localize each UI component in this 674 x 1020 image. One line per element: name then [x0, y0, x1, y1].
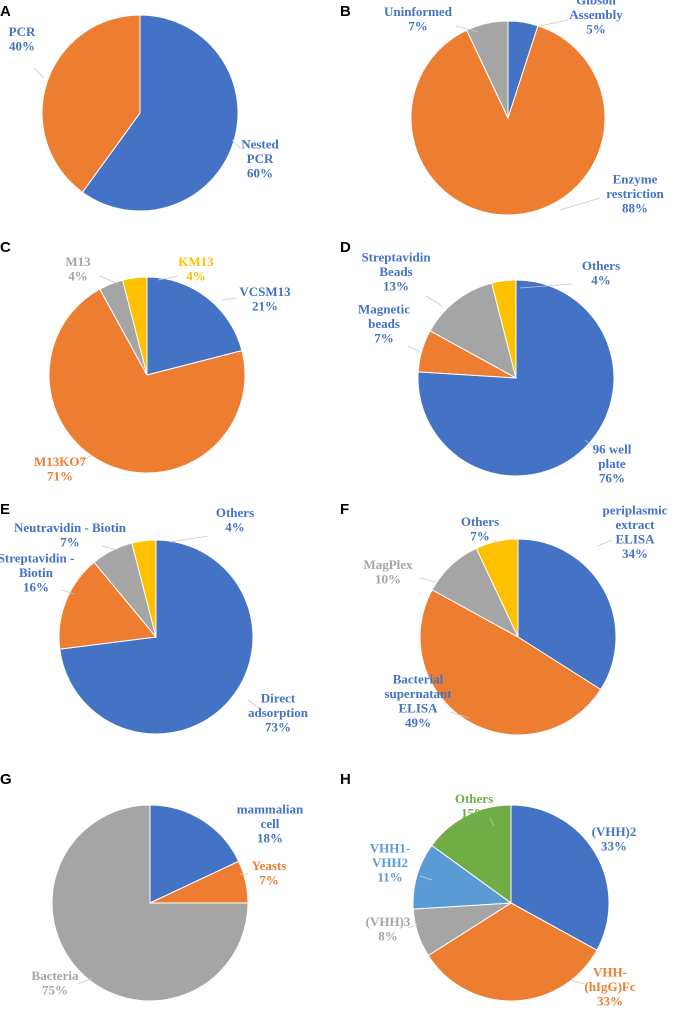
- leader-line: [519, 283, 573, 289]
- pie-slice-d-others: [491, 279, 517, 379]
- leader-line: [597, 539, 613, 547]
- slice-label-b-gibson: GibsonAssembly5%: [569, 0, 623, 36]
- slice-label-f-periplasmic: periplasmic extract ELISA 34%: [603, 502, 668, 561]
- pie-panel-c: C VCSM13 21% M13KO7 71% M13 4% KM13 4%: [0, 239, 291, 483]
- leader-line: [493, 539, 501, 547]
- leader-line: [584, 439, 601, 453]
- slice-label-c-vcsm13: VCSM13 21%: [239, 284, 291, 314]
- leader-line: [79, 454, 93, 463]
- slice-label-d-magnetic: Magnetic beads 7%: [358, 301, 410, 345]
- panel-letter-c: C: [0, 239, 11, 256]
- panel-letter-g: G: [0, 771, 12, 788]
- slice-label-a-pcr: PCR 40%: [9, 24, 36, 54]
- pie-slice-e-others: [131, 539, 157, 638]
- panel-letter-f: F: [340, 501, 349, 518]
- pie-slice-h-vhh1: [412, 844, 513, 910]
- slice-label-f-magplex: MagPlex 10%: [363, 557, 413, 587]
- pie-slice-a-pcr: [41, 14, 141, 193]
- panel-letter-e: E: [0, 501, 10, 518]
- leader-line: [407, 923, 419, 929]
- slice-label-a-nested: Nested PCR 60%: [241, 136, 279, 180]
- leader-line: [157, 275, 179, 281]
- pie-slice-c-km13: [122, 276, 148, 376]
- leader-line: [419, 875, 433, 881]
- pie-slice-d-streptavidin: [429, 282, 517, 379]
- pie-slice-b-enzyme: [410, 25, 606, 216]
- leader-line: [539, 19, 569, 27]
- panel-letter-d: D: [340, 239, 351, 256]
- pie-slice-h-others: [431, 804, 512, 904]
- pie-slice-c-m13ko7: [48, 288, 246, 474]
- slice-label-g-bacteria: Bacteria 75%: [32, 968, 79, 998]
- leader-line: [569, 979, 586, 985]
- slice-label-c-m13: M13 4%: [65, 254, 91, 284]
- pie-panel-d: D 96 well plate 76% Magnetic beads 7% Streptavi…: [340, 239, 632, 486]
- slice-label-d-96-well: 96 well plate 76%: [593, 441, 632, 485]
- leader-line: [419, 577, 437, 583]
- slice-label-h-vhh: VHH-(hIgG)Fc 33%: [584, 964, 636, 1008]
- panel-letter-a: A: [0, 3, 11, 20]
- pie-slice-a-nested: [81, 14, 239, 212]
- leader-line: [559, 197, 601, 211]
- leader-line: [407, 345, 421, 353]
- pie-panel-h: H (VHH)2 33% VHH-(hIgG)Fc 33% (VHH)3 8% VHH1-VH…: [340, 771, 636, 1009]
- slice-label-e-streptavidin: Streptavidin -Biotin 16%: [0, 550, 74, 594]
- pie-slice-f-bacterial: [419, 589, 602, 736]
- leader-line: [99, 275, 119, 285]
- leader-line: [33, 67, 45, 79]
- slice-label-e-others: Others 4%: [216, 505, 254, 535]
- slice-label-h-vhh-3: (VHH)3 8%: [366, 914, 411, 944]
- slice-label-h-vhh-2: (VHH)2 33%: [592, 824, 637, 854]
- pie-slice-d-96-well: [417, 279, 615, 477]
- leader-line: [247, 699, 263, 711]
- slice-label-d-streptavidin: Streptavidin Beads 13%: [361, 249, 431, 293]
- slice-label-b-uninformed: Uninformed 7%: [384, 4, 453, 34]
- slice-label-d-others: Others 4%: [582, 258, 620, 288]
- slice-label-g-yeasts: Yeasts 7%: [252, 858, 287, 888]
- pie-panel-a: A Nested PCR 60% PCR 40%: [0, 3, 280, 212]
- pie-slice-g-mammalian: [149, 804, 240, 904]
- leader-line: [61, 589, 75, 595]
- leader-line: [449, 711, 471, 719]
- slice-label-h-vhh1: VHH1-VHH2 11%: [370, 840, 410, 884]
- pie-panel-e: E Direct adsorption 73% Streptavidin -Biotin…: [0, 501, 309, 735]
- pie-slice-h-vhh-2: [510, 804, 610, 951]
- leader-line: [77, 977, 93, 985]
- leader-line: [231, 139, 241, 149]
- pie-slice-c-vcsm13: [146, 276, 243, 376]
- slice-label-f-bacterial: Bacterial supernatant ELISA 49%: [384, 671, 452, 730]
- leader-line: [425, 295, 443, 307]
- pie-slice-b-uninformed: [466, 20, 509, 119]
- slice-label-b-enzyme: Enzyme restriction 88%: [606, 171, 664, 215]
- slice-label-c-m13ko7: M13KO7 71%: [34, 454, 86, 484]
- panel-letter-h: H: [340, 771, 351, 788]
- pie-slice-f-others: [475, 538, 519, 638]
- pie-slice-h-vhh: [427, 902, 598, 1002]
- pie-slice-f-periplasmic: [517, 538, 617, 691]
- leader-line: [101, 545, 119, 551]
- slice-label-g-mammalian: mammalian cell 18%: [237, 801, 304, 845]
- pie-slice-g-bacteria: [51, 804, 249, 1002]
- slice-label-h-others: Others 15%: [455, 791, 493, 821]
- slice-label-e-neutravidin-biotin: Neutravidin - Biotin 7%: [14, 520, 127, 550]
- leader-line: [169, 535, 209, 543]
- slice-label-f-others: Others 7%: [461, 514, 499, 544]
- leader-line: [489, 817, 495, 827]
- slice-label-e-direct: Direct adsorption 73%: [248, 690, 309, 734]
- leader-line: [455, 25, 479, 33]
- panel-letter-b: B: [340, 3, 351, 20]
- leader-line: [221, 297, 237, 301]
- slice-label-c-km13: KM13 4%: [178, 254, 214, 284]
- pie-slice-e-streptavidin: [58, 561, 157, 650]
